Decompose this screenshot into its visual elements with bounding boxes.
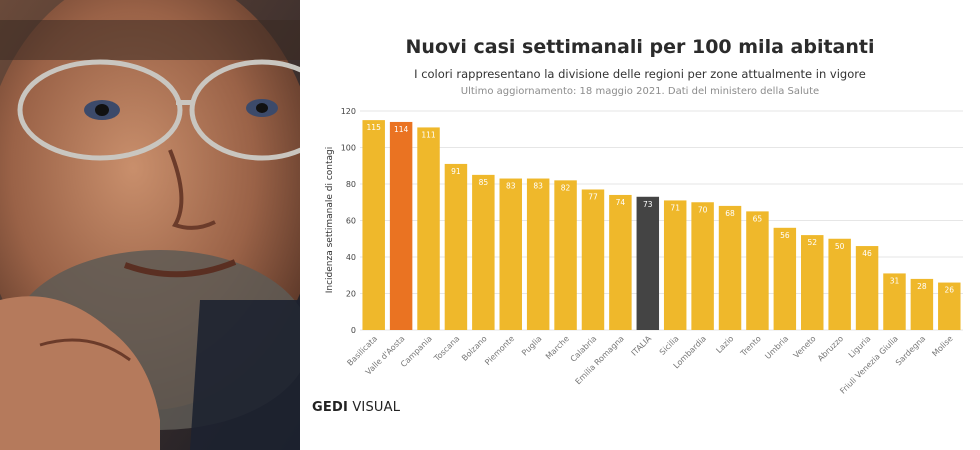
bar-umbria[interactable] <box>773 227 797 330</box>
bar-marche[interactable] <box>554 180 577 330</box>
x-tick-label: Marche <box>544 334 571 361</box>
x-tick-label: Sardegna <box>894 334 927 367</box>
bar-value-label: 68 <box>725 209 735 218</box>
bar-value-label: 46 <box>862 249 872 258</box>
bar-value-label: 73 <box>643 200 653 209</box>
bar-abruzzo[interactable] <box>828 238 851 330</box>
bar-basilicata[interactable] <box>362 120 385 330</box>
bar-value-label: 65 <box>753 214 763 223</box>
y-axis: 0 20 40 60 80 100 120 <box>341 107 356 335</box>
x-tick-label: Trento <box>738 334 763 359</box>
bar-liguria[interactable] <box>855 246 879 330</box>
bar-value-label: 31 <box>890 276 900 285</box>
bar-value-label: 74 <box>616 198 626 207</box>
bar-molise[interactable] <box>938 282 961 330</box>
bar-value-label: 70 <box>698 205 708 214</box>
x-tick-label: Umbria <box>763 334 790 361</box>
bar-chart: 0 20 40 60 80 100 120 115 114 111 91 85 83 83 82 77 74 7… <box>325 107 963 396</box>
x-tick-label: ITALIA <box>630 334 654 358</box>
bar-trento[interactable] <box>746 211 769 330</box>
x-tick-label: Abruzzo <box>816 334 845 363</box>
x-tick-label: Emilia Romagna <box>574 334 626 386</box>
y-axis-label: Incidenza settimanale di contagi <box>325 147 335 294</box>
chart-title: Nuovi casi settimanali per 100 mila abit… <box>405 36 875 58</box>
bar-value-label: 83 <box>506 182 516 191</box>
chart-panel: Nuovi casi settimanali per 100 mila abit… <box>300 0 980 450</box>
bar-friuli-venezia-giulia[interactable] <box>883 273 906 330</box>
bar-emilia-romagna[interactable] <box>609 194 632 330</box>
bar-value-label: 85 <box>479 178 489 187</box>
y-tick-label: 60 <box>346 217 356 226</box>
bar-value-label: 91 <box>451 167 461 176</box>
bar-value-label: 115 <box>367 123 382 132</box>
brand-bold: GEDI <box>312 400 348 415</box>
bar-sardegna[interactable] <box>910 278 934 330</box>
x-tick-label: Piemonte <box>483 334 516 367</box>
bar-veneto[interactable] <box>801 235 824 330</box>
y-tick-label: 80 <box>346 180 356 189</box>
bar-value-label: 26 <box>945 286 955 295</box>
x-tick-label: Puglia <box>520 334 544 358</box>
bar-lombardia[interactable] <box>691 202 714 330</box>
bar-value-label: 71 <box>670 203 680 212</box>
bar-sicilia[interactable] <box>663 200 687 330</box>
bar-toscana[interactable] <box>444 163 468 330</box>
x-tick-label: Molise <box>930 334 954 358</box>
x-tick-label: Sicilia <box>658 334 681 357</box>
portrait-photo <box>0 0 300 450</box>
y-tick-label: 120 <box>341 107 356 116</box>
bar-campania[interactable] <box>417 127 440 330</box>
bar-value-label: 114 <box>394 125 409 134</box>
chart-update-note: Ultimo aggiornamento: 18 maggio 2021. Da… <box>460 86 820 97</box>
y-tick-label: 20 <box>346 290 356 299</box>
y-tick-label: 0 <box>351 326 356 335</box>
bars-group: 115 114 111 91 85 83 83 82 77 74 73 71 70 68 65 56 52 50 4… <box>362 120 961 330</box>
bar-value-label: 82 <box>561 183 571 192</box>
portrait-illustration <box>0 0 300 450</box>
x-tick-label: Liguria <box>847 334 873 360</box>
bar-value-label: 111 <box>421 130 436 139</box>
x-tick-label: Toscana <box>432 334 462 364</box>
y-tick-label: 100 <box>341 144 356 153</box>
bar-puglia[interactable] <box>526 178 550 330</box>
x-tick-label: Veneto <box>792 334 818 360</box>
bar-bolzano[interactable] <box>472 174 495 330</box>
bar-value-label: 83 <box>533 182 543 191</box>
bar-piemonte[interactable] <box>499 178 522 330</box>
x-tick-label: Lazio <box>714 334 735 355</box>
bar-calabria[interactable] <box>581 189 605 330</box>
bar-value-label: 50 <box>835 242 845 251</box>
bar-value-label: 56 <box>780 231 790 240</box>
y-tick-label: 40 <box>346 253 356 262</box>
bar-lazio[interactable] <box>718 205 742 330</box>
chart-subtitle: I colori rappresentano la divisione dell… <box>414 67 866 81</box>
gedi-visual-logo: GEDI VISUAL <box>312 400 400 415</box>
bar-valle-d-aosta[interactable] <box>389 121 413 330</box>
bar-value-label: 77 <box>588 192 598 201</box>
bar-italia[interactable] <box>636 196 660 330</box>
brand-thin: VISUAL <box>347 400 401 415</box>
bar-value-label: 52 <box>807 238 817 247</box>
bar-value-label: 28 <box>917 282 927 291</box>
